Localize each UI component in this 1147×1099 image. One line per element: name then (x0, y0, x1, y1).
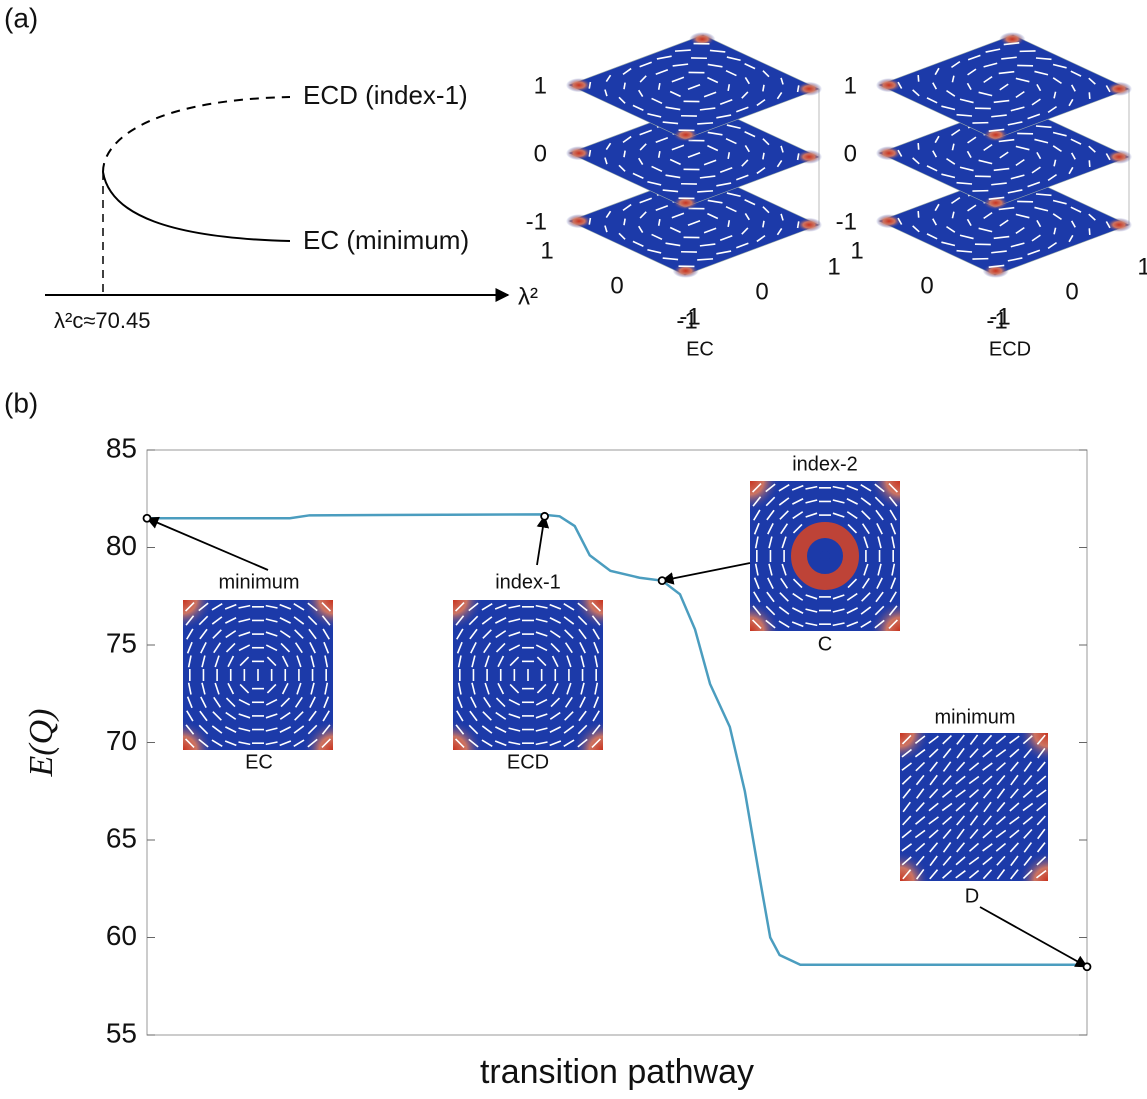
defect (796, 82, 822, 96)
defect (566, 78, 592, 92)
z-tick-label: 0 (534, 140, 547, 167)
y-tick-label: 0 (610, 272, 623, 299)
director (763, 153, 764, 160)
x-tick-label: 1 (1137, 253, 1147, 280)
y-tick-label: 1 (540, 237, 553, 264)
state-index: minimum (218, 571, 299, 593)
z-tick-label: 1 (844, 72, 857, 99)
director (798, 221, 799, 228)
state-inset (423, 570, 633, 780)
annotation-arrow (147, 518, 268, 570)
plot-label: ECD (989, 338, 1031, 360)
director (763, 85, 764, 92)
branch-label: ECD (index-1) (303, 80, 468, 110)
director (659, 151, 660, 158)
director (589, 150, 590, 157)
branch-label: EC (minimum) (303, 225, 469, 255)
state-name: C (818, 633, 832, 655)
z-tick-label: 1 (534, 72, 547, 99)
state-index: index-1 (495, 571, 561, 593)
director (624, 83, 625, 90)
defect (796, 150, 822, 164)
x-axis-label: transition pathway (480, 1053, 754, 1091)
y-tick-label: 85 (106, 432, 137, 463)
director (697, 259, 713, 260)
director (728, 152, 729, 159)
state-inset (720, 451, 930, 661)
y-tick-label: 0 (920, 272, 933, 299)
director (728, 84, 729, 91)
y-tick-label: 75 (106, 627, 137, 658)
unstable-branch (103, 97, 290, 172)
defect (1018, 851, 1078, 911)
z-tick-label: -1 (836, 208, 857, 235)
axis-label: λ² (518, 283, 538, 310)
defect (876, 78, 902, 92)
defect (796, 218, 822, 232)
state-marker (541, 513, 548, 520)
annotation-arrow (980, 907, 1087, 967)
state-inset (153, 570, 363, 780)
director (697, 191, 713, 192)
state-name: ECD (507, 751, 549, 773)
director (798, 85, 799, 92)
defect (876, 146, 902, 160)
director (659, 219, 660, 226)
y-tick-label: 1 (850, 237, 863, 264)
z-tick-label: 0 (844, 140, 857, 167)
y-axis-label: E(Q) (23, 709, 60, 778)
y-tick-label: 70 (106, 725, 137, 756)
x-tick-label: 0 (755, 278, 768, 305)
state-inset (870, 703, 1078, 911)
defect-core (820, 551, 830, 561)
defect (876, 214, 902, 228)
x-tick-label: -1 (679, 303, 700, 330)
y-tick-label: 65 (106, 822, 137, 853)
director (697, 123, 713, 124)
defect (870, 703, 930, 763)
defect (566, 214, 592, 228)
panel-label: (b) (4, 387, 38, 418)
state-name: D (965, 885, 979, 907)
inset-field (153, 570, 363, 780)
plot-label: EC (686, 338, 714, 360)
state-marker (1084, 963, 1091, 970)
defect (566, 146, 592, 160)
director (624, 151, 625, 158)
state-name: EC (245, 751, 273, 773)
state-marker (659, 577, 666, 584)
director (728, 220, 729, 227)
defect (1106, 218, 1132, 232)
x-tick-label: 1 (827, 253, 840, 280)
state-index: minimum (934, 706, 1015, 728)
defect (1106, 82, 1132, 96)
state-index: index-2 (792, 453, 858, 475)
stable-branch (103, 172, 290, 241)
director (624, 219, 625, 226)
director (659, 83, 660, 90)
annotation-arrow (537, 516, 545, 565)
defect (1106, 150, 1132, 164)
y-tick-label: 80 (106, 530, 137, 561)
director (798, 153, 799, 160)
annotation-arrow (662, 563, 750, 581)
director (763, 221, 764, 228)
director (675, 50, 691, 51)
critical-label: λ²c≈70.45 (54, 308, 150, 333)
x-tick-label: 0 (1065, 278, 1078, 305)
inset-field (423, 570, 633, 780)
inset-field (870, 703, 1078, 911)
inset-field (720, 451, 930, 661)
panel-label: (a) (4, 2, 38, 33)
director (589, 218, 590, 225)
director (589, 82, 590, 89)
state-marker (144, 515, 151, 522)
y-tick-label: 60 (106, 920, 137, 951)
y-tick-label: 55 (106, 1017, 137, 1048)
x-tick-label: -1 (989, 303, 1010, 330)
z-tick-label: -1 (526, 208, 547, 235)
